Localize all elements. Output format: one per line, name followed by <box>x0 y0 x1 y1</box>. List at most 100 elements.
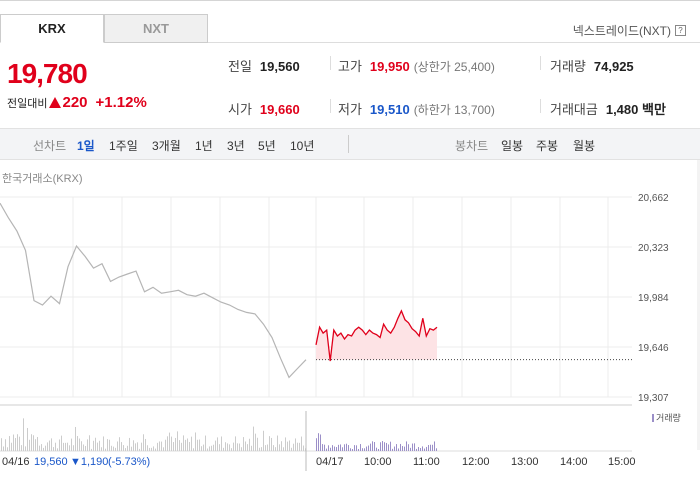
volume-bar <box>320 434 321 451</box>
x-tick-label: 11:00 <box>413 456 440 468</box>
volume-bar <box>49 440 50 451</box>
volume-bars: 거래량 <box>0 412 681 452</box>
volume-bar <box>400 443 401 451</box>
volume-bar <box>261 447 262 451</box>
stat-label: 거래대금 <box>550 102 598 117</box>
candle-daily[interactable]: 일봉 <box>501 139 524 153</box>
volume-bar <box>396 444 397 451</box>
volume-bar <box>31 434 32 451</box>
volume-bar <box>354 445 355 451</box>
volume-bar <box>39 445 40 451</box>
line-chart-label: 선차트 <box>33 139 67 153</box>
period-1d[interactable]: 1일 <box>77 139 95 153</box>
volume-bar <box>1 438 2 451</box>
divider <box>330 99 331 113</box>
volume-bar <box>348 445 349 451</box>
volume-bar <box>362 448 363 451</box>
volume-bar <box>245 441 246 451</box>
y-tick-label: 19,984 <box>638 293 669 304</box>
stat-low: 저가 19,510 (하한가 13,700) <box>338 99 495 118</box>
volume-bar <box>332 445 333 451</box>
volume-bar <box>344 444 345 451</box>
stat-value: 19,660 <box>259 102 300 117</box>
volume-bar <box>205 435 206 451</box>
volume-legend-label: 거래량 <box>656 412 681 423</box>
y-tick-label: 19,307 <box>638 393 669 404</box>
volume-bar <box>145 438 146 451</box>
candle-chart-label: 봉차트 <box>455 139 489 153</box>
volume-bar <box>87 439 88 451</box>
volume-bar <box>213 444 214 451</box>
toolbar-divider <box>348 135 349 153</box>
volume-bar <box>436 448 437 451</box>
volume-bar <box>47 442 48 451</box>
volume-bar <box>55 442 56 451</box>
tab-krx[interactable]: KRX <box>0 14 104 43</box>
volume-bar <box>189 441 190 451</box>
nextrade-link[interactable]: 넥스트레이드(NXT) ? <box>573 22 686 39</box>
volume-bar <box>163 447 164 451</box>
stat-value: 19,510 <box>369 102 410 117</box>
volume-bar <box>326 448 327 451</box>
volume-bar <box>235 436 236 451</box>
volume-bar <box>3 446 4 451</box>
volume-bar <box>13 434 14 451</box>
period-3y[interactable]: 3년 <box>227 139 245 153</box>
volume-bar <box>418 447 419 451</box>
price-change: 전일대비 220 +1.12% <box>7 94 147 111</box>
period-3m[interactable]: 3개월 <box>152 139 181 153</box>
price-chart: 20,662 20,323 19,984 19,646 19,307 거래량 04/17… <box>0 193 681 471</box>
volume-bar <box>147 445 148 451</box>
help-icon[interactable]: ? <box>675 25 686 36</box>
volume-bar <box>322 444 323 451</box>
volume-bar <box>249 438 250 451</box>
volume-bar <box>388 444 389 451</box>
volume-bar <box>376 447 377 451</box>
volume-bar <box>251 445 252 451</box>
volume-bar <box>350 448 351 451</box>
volume-bar <box>243 437 244 451</box>
volume-bar <box>119 437 120 451</box>
prev-day-close: 19,560 <box>34 456 68 468</box>
tab-nxt[interactable]: NXT <box>104 14 208 43</box>
volume-bar <box>227 443 228 451</box>
volume-bar <box>15 438 16 451</box>
volume-bar <box>412 443 413 451</box>
candle-weekly[interactable]: 주봉 <box>536 139 559 153</box>
period-1y[interactable]: 1년 <box>195 139 213 153</box>
period-1w[interactable]: 1주일 <box>109 139 138 153</box>
volume-bar <box>318 433 319 451</box>
volume-bar <box>63 442 64 451</box>
stat-high: 고가 19,950 (상한가 25,400) <box>338 56 495 75</box>
volume-bar <box>85 445 86 451</box>
volume-bar <box>402 446 403 451</box>
volume-bar <box>29 439 30 451</box>
stat-prev-close: 전일 19,560 <box>228 56 300 75</box>
today-series <box>315 309 632 362</box>
period-5y[interactable]: 5년 <box>258 139 276 153</box>
prev-day-percent: (-5.73%) <box>108 456 150 468</box>
period-10y[interactable]: 10년 <box>290 139 315 153</box>
x-tick-label: 14:00 <box>560 456 588 468</box>
volume-bar <box>65 442 66 451</box>
volume-bar <box>330 447 331 451</box>
change-percent: +1.12% <box>95 94 147 111</box>
volume-bar <box>422 446 423 451</box>
volume-bar <box>171 436 172 451</box>
volume-bar <box>223 447 224 451</box>
prev-day-info: 04/16 19,560 ▼1,190 (-5.73%) <box>2 456 150 468</box>
volume-bar <box>27 427 28 451</box>
volume-bar <box>283 447 284 451</box>
volume-bar <box>430 444 431 451</box>
volume-bar <box>177 431 178 451</box>
volume-bar <box>338 444 339 451</box>
volume-bar <box>336 447 337 451</box>
volume-bar <box>374 442 375 451</box>
volume-bar <box>263 430 264 451</box>
volume-bar <box>125 448 126 451</box>
volume-bar <box>5 439 6 451</box>
volume-bar <box>273 445 274 451</box>
x-tick-label: 15:00 <box>608 456 636 468</box>
candle-monthly[interactable]: 월봉 <box>573 139 596 153</box>
volume-bar <box>257 437 258 451</box>
